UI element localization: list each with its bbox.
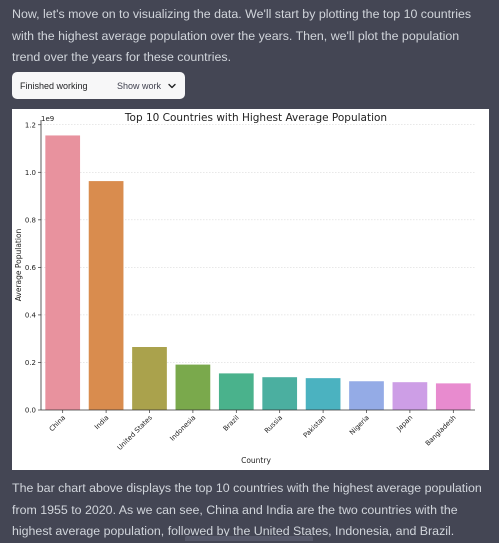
work-status-pill: Finished working Show work <box>12 72 185 99</box>
bar-chart-svg: 0.0 0.2 0.4 0.6 0.8 1.0 1.2 China India United S… <box>14 112 475 465</box>
show-work-label: Show work <box>116 80 161 91</box>
y-tick-label: 0.4 <box>25 311 37 319</box>
show-work-button[interactable]: Show work <box>117 81 177 91</box>
bar-indonesia <box>175 364 211 410</box>
x-tick-label: Russia <box>263 414 284 435</box>
bar-china <box>45 135 81 411</box>
y-axis-label: Average Population <box>14 228 23 301</box>
assistant-message-intro: Now, let's move on to visualizing the da… <box>12 7 472 64</box>
chevron-down-icon <box>168 83 176 88</box>
y-tick-label: 0.6 <box>25 264 37 272</box>
chart-title: Top 10 Countries with Highest Average Po… <box>124 112 387 124</box>
bar-nigeria <box>349 381 384 410</box>
bar-chart: 0.0 0.2 0.4 0.6 0.8 1.0 1.2 China India United S… <box>12 109 489 470</box>
y-tick-label: 0.8 <box>25 216 36 224</box>
x-tick-label: United States <box>116 413 155 452</box>
x-tick-label: Brazil <box>222 414 241 433</box>
y-tick-label: 0.2 <box>25 359 36 367</box>
work-status-label: Finished working <box>20 80 88 91</box>
bar-russia <box>262 377 298 410</box>
x-ticks: China India United States Indonesia Brazil Ru… <box>48 410 458 452</box>
x-tick-label: Bangladesh <box>424 414 458 448</box>
y-ticks: 0.0 0.2 0.4 0.6 0.8 1.0 1.2 <box>25 121 41 415</box>
bar-india <box>88 181 124 410</box>
bar-brazil <box>218 373 254 410</box>
input-bar-edge <box>185 536 313 541</box>
bar-pakistan <box>305 378 341 410</box>
assistant-message-outro: The bar chart above displays the top 10 … <box>12 481 482 538</box>
y-tick-label: 0.0 <box>25 407 36 415</box>
x-tick-label: Indonesia <box>168 414 197 443</box>
x-tick-label: China <box>48 414 67 433</box>
chart-bars <box>45 135 471 411</box>
x-tick-label: Nigeria <box>348 414 371 437</box>
x-tick-label: Pakistan <box>302 414 328 440</box>
y-scale-label: 1e9 <box>41 115 54 123</box>
y-tick-label: 1.2 <box>25 121 36 129</box>
bar-united-states <box>132 347 167 410</box>
bar-japan <box>392 382 428 410</box>
x-tick-label: India <box>93 414 110 431</box>
x-tick-label: Japan <box>395 414 415 434</box>
y-tick-label: 1.0 <box>25 169 36 177</box>
x-axis-label: Country <box>241 456 271 465</box>
bar-bangladesh <box>435 383 471 410</box>
